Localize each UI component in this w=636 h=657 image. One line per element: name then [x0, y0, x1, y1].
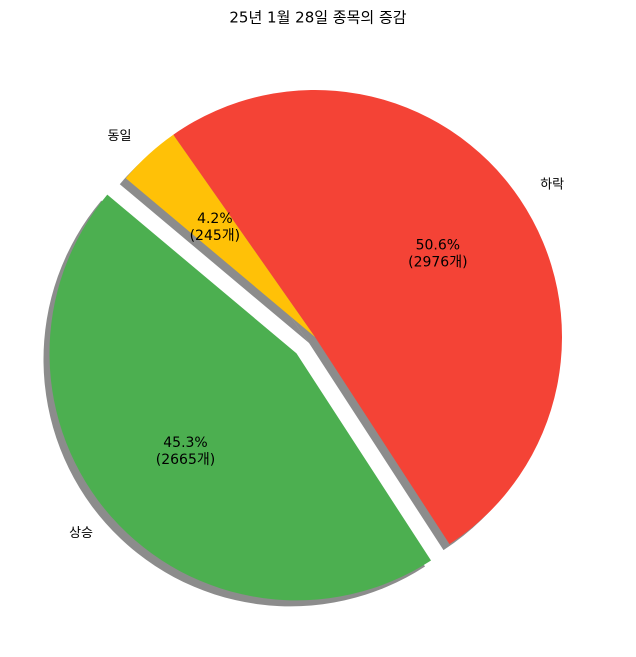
value-label: 4.2% [197, 211, 233, 227]
category-label: 상승 [69, 526, 93, 541]
wedge [125, 134, 316, 337]
wedge [49, 194, 432, 601]
category-label: 하락 [540, 178, 564, 193]
value-label: (2665개) [156, 452, 215, 468]
value-label: (2976개) [408, 255, 467, 271]
label-layer: 상승 45.3%(2665개) 하락 50.6%(2976개) 동일 4.2%(245개) [69, 129, 564, 541]
wedge [173, 89, 563, 545]
value-label: 50.6% [416, 238, 460, 254]
value-label: 45.3% [163, 435, 207, 451]
category-label: 동일 [107, 129, 131, 144]
chart-title: 25년 1월 28일 종목의 증감 [229, 9, 406, 27]
wedge-layer [49, 89, 563, 601]
value-label: (245개) [190, 228, 241, 244]
